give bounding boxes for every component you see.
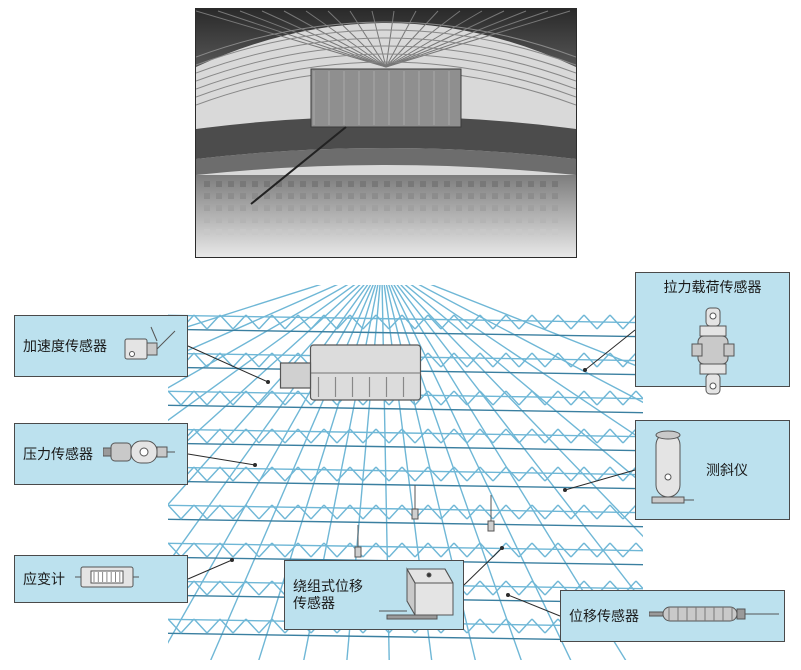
card-pressure: 压力传感器 (14, 423, 188, 485)
label-pressure: 压力传感器 (23, 446, 93, 463)
inclinometer-icon (644, 427, 696, 514)
tension-load-icon (690, 306, 736, 403)
winding-disp-icon (377, 563, 455, 628)
label-winding: 绕组式位移 传感器 (293, 578, 367, 612)
card-accel: 加速度传感器 (14, 315, 188, 377)
label-accel: 加速度传感器 (23, 338, 107, 355)
card-strain: 应变计 (14, 555, 188, 603)
label-tension: 拉力载荷传感器 (664, 279, 762, 296)
card-winding: 绕组式位移 传感器 (284, 560, 464, 630)
card-tension: 拉力载荷传感器 (635, 272, 790, 387)
pressure-sensor-icon (103, 433, 175, 476)
label-incline: 测斜仪 (706, 462, 748, 479)
strain-gauge-icon (75, 563, 139, 596)
label-disp: 位移传感器 (569, 608, 639, 625)
displacement-icon (649, 599, 779, 634)
label-strain: 应变计 (23, 571, 65, 588)
card-disp: 位移传感器 (560, 590, 785, 642)
card-incline: 测斜仪 (635, 420, 790, 520)
accelerometer-icon (117, 321, 177, 372)
